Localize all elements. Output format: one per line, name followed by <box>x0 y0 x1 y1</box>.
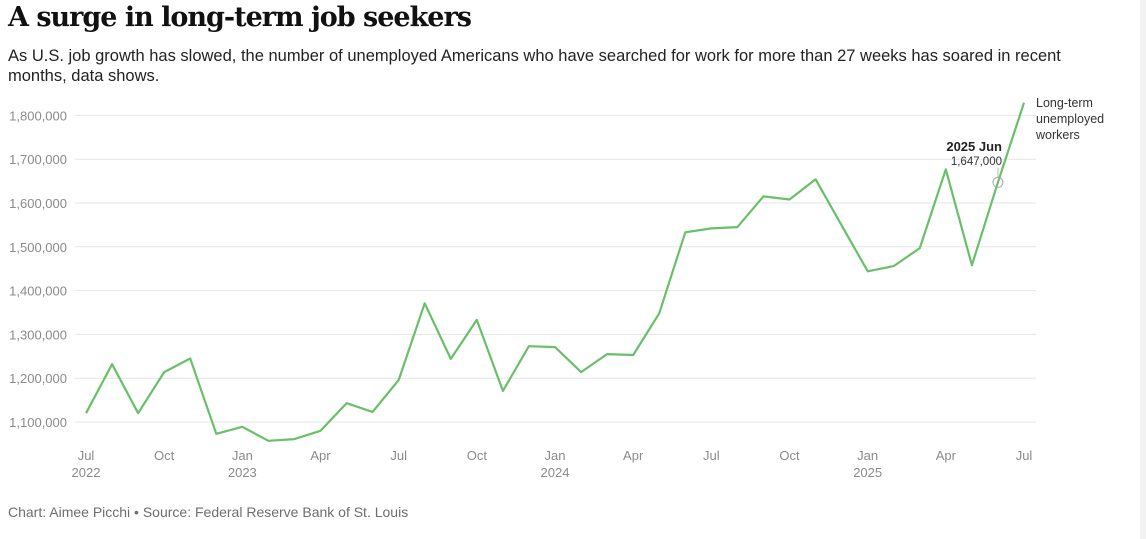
y-tick-label: 1,400,000 <box>9 284 67 299</box>
chart-title: A surge in long-term job seekers <box>8 2 472 33</box>
x-tick-label: Jul <box>78 448 95 463</box>
x-tick-year: 2022 <box>72 465 101 480</box>
hover-annotation: 2025 Jun 1,647,000 <box>946 139 1004 188</box>
x-tick-year: 2024 <box>541 465 570 480</box>
y-axis: 1,100,000 1,200,000 1,300,000 1,400,000 1,50… <box>9 108 67 430</box>
scrollbar-edge <box>1140 0 1146 539</box>
y-tick-label: 1,200,000 <box>9 371 67 386</box>
x-tick-label: Jan <box>232 448 253 463</box>
x-tick-label: Oct <box>467 448 488 463</box>
x-tick-year: 2023 <box>228 465 257 480</box>
x-tick-label: Apr <box>623 448 644 463</box>
x-tick-label: Jul <box>1016 448 1033 463</box>
y-tick-label: 1,100,000 <box>9 415 67 430</box>
series-label-line: workers <box>1035 128 1080 142</box>
y-tick-label: 1,700,000 <box>9 152 67 167</box>
x-tick-label: Oct <box>154 448 175 463</box>
x-tick-label: Apr <box>310 448 331 463</box>
x-tick-label: Jan <box>857 448 878 463</box>
x-axis: Jul 2022 Oct Jan 2023 Apr Jul Oct Jan 2024 Apr Jul O… <box>72 448 1033 480</box>
y-tick-label: 1,600,000 <box>9 196 67 211</box>
hover-point[interactable] <box>992 176 1004 188</box>
x-tick-label: Oct <box>779 448 800 463</box>
line-chart: 1,100,000 1,200,000 1,300,000 1,400,000 1,50… <box>9 96 1104 480</box>
series-label-line: unemployed <box>1036 112 1104 126</box>
y-tick-label: 1,500,000 <box>9 240 67 255</box>
gridlines <box>75 114 1036 423</box>
y-tick-label: 1,800,000 <box>9 108 67 123</box>
chart-subtitle: As U.S. job growth has slowed, the numbe… <box>8 47 1061 85</box>
x-tick-label: Jan <box>545 448 566 463</box>
x-tick-label: Jul <box>390 448 407 463</box>
annotation-title: 2025 Jun <box>946 139 1002 154</box>
annotation-value: 1,647,000 <box>951 156 1002 168</box>
chart-source: Chart: Aimee Picchi • Source: Federal Re… <box>8 504 409 520</box>
series-label-line: Long-term <box>1036 96 1093 110</box>
series-label: Long-term unemployed workers <box>1035 96 1104 142</box>
y-tick-label: 1,300,000 <box>9 327 67 342</box>
series-line <box>85 102 1026 442</box>
x-tick-year: 2025 <box>853 465 882 480</box>
x-tick-label: Jul <box>703 448 720 463</box>
x-tick-label: Apr <box>936 448 957 463</box>
